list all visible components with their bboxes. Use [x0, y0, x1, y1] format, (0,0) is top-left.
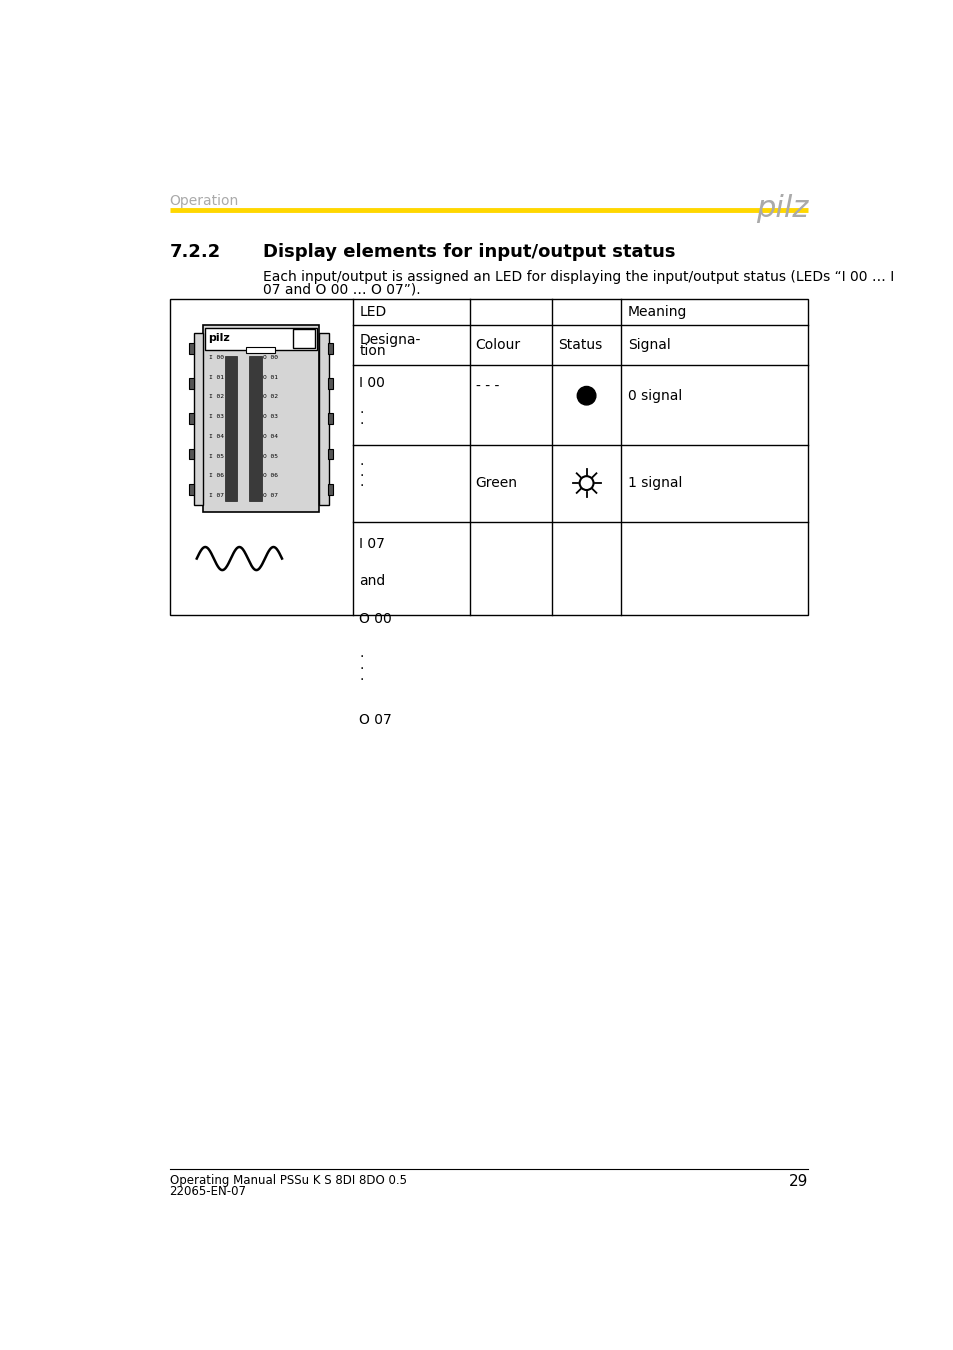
Bar — [319, 333, 328, 505]
Text: Operation: Operation — [170, 194, 238, 208]
Bar — [203, 325, 319, 513]
Text: I 07: I 07 — [209, 493, 224, 498]
Text: .: . — [359, 670, 363, 683]
Bar — [328, 378, 333, 389]
Text: I 06: I 06 — [209, 474, 224, 478]
Text: Signal: Signal — [627, 339, 670, 352]
Bar — [189, 483, 194, 494]
Text: O 02: O 02 — [263, 394, 278, 400]
Text: tion: tion — [359, 344, 386, 358]
Text: 07 and O 00 … O 07”).: 07 and O 00 … O 07”). — [262, 284, 420, 297]
Text: .: . — [359, 475, 363, 490]
Text: - - -: - - - — [476, 379, 498, 393]
Bar — [328, 483, 333, 494]
Bar — [224, 356, 236, 501]
Text: Each input/output is assigned an LED for displaying the input/output status (LED: Each input/output is assigned an LED for… — [262, 270, 893, 284]
Text: .: . — [359, 464, 363, 479]
Text: I 02: I 02 — [209, 394, 224, 400]
Bar — [328, 343, 333, 354]
Text: and: and — [359, 574, 385, 589]
Text: Designa-: Designa- — [359, 333, 420, 347]
Text: O 03: O 03 — [263, 414, 278, 418]
Text: I 00: I 00 — [359, 377, 385, 390]
Bar — [189, 343, 194, 354]
Bar — [328, 448, 333, 459]
Text: I 00: I 00 — [209, 355, 224, 360]
Text: 29: 29 — [788, 1173, 807, 1189]
Bar — [205, 328, 316, 350]
Circle shape — [577, 386, 596, 405]
Bar — [193, 333, 203, 505]
Text: .: . — [359, 413, 363, 427]
Text: pilz: pilz — [755, 194, 807, 223]
Text: I 01: I 01 — [209, 375, 224, 379]
Text: .: . — [359, 657, 363, 672]
Text: .: . — [359, 454, 363, 468]
Text: Green: Green — [476, 477, 517, 490]
Text: 0 signal: 0 signal — [627, 389, 681, 402]
Bar — [189, 378, 194, 389]
Bar — [293, 329, 314, 348]
Text: O 01: O 01 — [263, 375, 278, 379]
Text: O 00: O 00 — [263, 355, 278, 360]
Text: 7.2.2: 7.2.2 — [170, 243, 221, 261]
Bar — [249, 356, 261, 501]
Text: 22065-EN-07: 22065-EN-07 — [170, 1184, 247, 1197]
Text: Colour: Colour — [476, 339, 520, 352]
Bar — [189, 448, 194, 459]
Text: O 00: O 00 — [359, 613, 392, 626]
Text: Meaning: Meaning — [627, 305, 686, 319]
Text: O 04: O 04 — [263, 433, 278, 439]
Text: .: . — [359, 647, 363, 660]
Text: LED: LED — [359, 305, 386, 319]
Bar — [328, 413, 333, 424]
Bar — [245, 347, 274, 352]
Text: I 03: I 03 — [209, 414, 224, 418]
Text: O 07: O 07 — [263, 493, 278, 498]
Text: I 05: I 05 — [209, 454, 224, 459]
Text: Operating Manual PSSu K S 8DI 8DO 0.5: Operating Manual PSSu K S 8DI 8DO 0.5 — [170, 1173, 406, 1187]
Text: O 05: O 05 — [263, 454, 278, 459]
Text: I 07: I 07 — [359, 537, 385, 551]
Text: O 06: O 06 — [263, 474, 278, 478]
Bar — [170, 300, 807, 614]
Bar — [189, 413, 194, 424]
Text: O 07: O 07 — [359, 713, 392, 726]
Text: 1 signal: 1 signal — [627, 477, 681, 490]
Text: .: . — [359, 402, 363, 416]
Text: Status: Status — [558, 339, 601, 352]
Text: pilz: pilz — [208, 333, 230, 343]
Text: I 04: I 04 — [209, 433, 224, 439]
Text: Display elements for input/output status: Display elements for input/output status — [262, 243, 675, 261]
